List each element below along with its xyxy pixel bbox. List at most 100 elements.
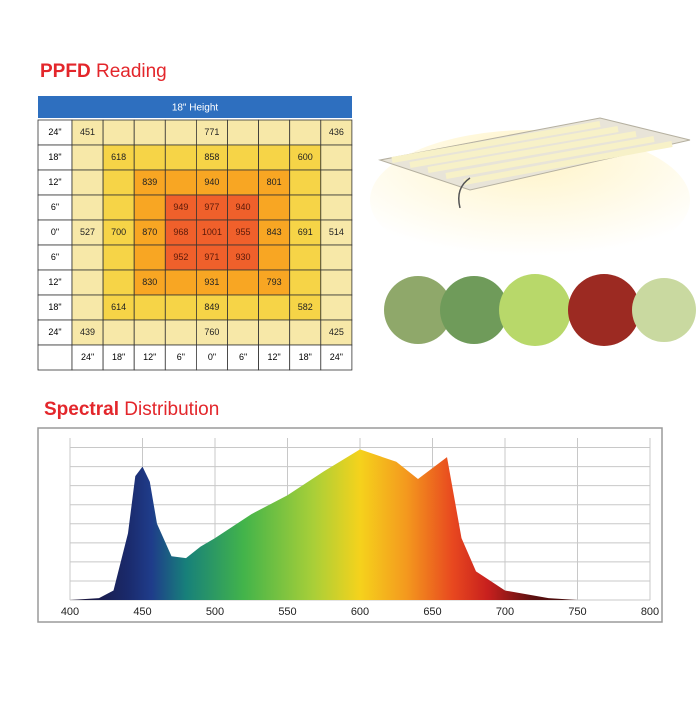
col-label: 24" — [81, 352, 94, 362]
col-label: 6" — [239, 352, 247, 362]
ppfd-cell — [195, 169, 228, 196]
ppfd-value: 968 — [173, 227, 188, 237]
ppfd-value: 436 — [329, 127, 344, 137]
ppfd-cell — [258, 194, 291, 221]
ppfd-value: 700 — [111, 227, 126, 237]
row-label: 24" — [48, 327, 61, 337]
ppfd-value: 801 — [267, 177, 282, 187]
ppfd-cell — [71, 244, 104, 271]
row-label: 6" — [51, 202, 59, 212]
ppfd-value: 618 — [111, 152, 126, 162]
ppfd-value: 691 — [298, 227, 313, 237]
col-label: 0" — [208, 352, 216, 362]
row-label: 12" — [48, 277, 61, 287]
ppfd-cell — [102, 169, 135, 196]
ppfd-cell — [320, 219, 353, 246]
ppfd-title: PPFD Reading — [40, 61, 167, 82]
ppfd-cell — [258, 219, 291, 246]
ppfd-cell — [258, 244, 291, 271]
ppfd-cell — [258, 119, 291, 146]
ppfd-value: 949 — [173, 202, 188, 212]
table-header: 18" Height — [172, 103, 219, 114]
ppfd-cell — [164, 269, 197, 296]
ppfd-cell — [289, 244, 322, 271]
ppfd-value: 793 — [267, 277, 282, 287]
col-label-cell — [320, 344, 353, 371]
col-label: 18" — [112, 352, 125, 362]
ppfd-value: 843 — [267, 227, 282, 237]
plant-photos — [384, 274, 696, 346]
ppfd-cell — [102, 144, 135, 171]
col-label: 18" — [299, 352, 312, 362]
row-label: 6" — [51, 252, 59, 262]
ppfd-value: 451 — [80, 127, 95, 137]
row-label-cell — [37, 244, 73, 271]
ppfd-cell — [289, 169, 322, 196]
spectral-title: Spectral Distribution — [44, 399, 219, 420]
row-label-cell — [37, 194, 73, 221]
ppfd-cell — [289, 269, 322, 296]
ppfd-value: 971 — [204, 252, 219, 262]
col-label: 12" — [268, 352, 281, 362]
ppfd-cell — [227, 269, 260, 296]
x-tick-label: 400 — [61, 606, 79, 618]
ppfd-value: 940 — [204, 177, 219, 187]
col-label-cell — [164, 344, 197, 371]
photo-greenhouse — [440, 276, 508, 344]
ppfd-value: 439 — [80, 327, 95, 337]
photo-succulents — [384, 276, 452, 344]
ppfd-value: 760 — [204, 327, 219, 337]
ppfd-cell — [320, 319, 353, 346]
col-label-cell — [289, 344, 322, 371]
ppfd-cell — [164, 244, 197, 271]
row-label-cell — [37, 269, 73, 296]
ppfd-table: 18" Height 24" 451 771 436 18" 618 858 600 12" 83… — [37, 96, 353, 371]
ppfd-value: 830 — [142, 277, 157, 287]
ppfd-value: 600 — [298, 152, 313, 162]
ppfd-cell — [164, 319, 197, 346]
ppfd-cell — [164, 119, 197, 146]
ppfd-cell — [289, 294, 322, 321]
ppfd-cell — [195, 319, 228, 346]
ppfd-cell — [71, 144, 104, 171]
ppfd-cell — [289, 219, 322, 246]
ppfd-value: 1001 — [202, 227, 222, 237]
ppfd-value: 849 — [204, 302, 219, 312]
ppfd-cell — [133, 244, 166, 271]
x-tick-label: 750 — [568, 606, 586, 618]
ppfd-cell — [195, 294, 228, 321]
spectrum-chart: 400 450 500 550 600 650 700 750 800 — [61, 438, 659, 618]
ppfd-value: 940 — [236, 202, 251, 212]
col-label: 6" — [177, 352, 185, 362]
ppfd-cell — [133, 269, 166, 296]
ppfd-cell — [133, 119, 166, 146]
ppfd-cell — [133, 194, 166, 221]
row-label: 18" — [48, 152, 61, 162]
ppfd-cell — [102, 119, 135, 146]
row-label-cell — [37, 169, 73, 196]
spectral-title-rest: Distribution — [124, 399, 219, 420]
ppfd-value: 931 — [204, 277, 219, 287]
ppfd-cell — [320, 144, 353, 171]
ppfd-cell — [133, 294, 166, 321]
ppfd-cell — [258, 144, 291, 171]
ppfd-cell — [195, 144, 228, 171]
ppfd-cell — [102, 319, 135, 346]
spectral-title-bold: Spectral — [44, 399, 119, 420]
ppfd-value: 514 — [329, 227, 344, 237]
ppfd-cell — [227, 319, 260, 346]
ppfd-cell — [289, 144, 322, 171]
ppfd-cell — [227, 169, 260, 196]
ppfd-value: 952 — [173, 252, 188, 262]
x-tick-label: 450 — [133, 606, 151, 618]
ppfd-cell — [195, 194, 228, 221]
col-label-cell — [37, 344, 73, 371]
ppfd-cell — [71, 269, 104, 296]
ppfd-cell — [258, 319, 291, 346]
x-tick-label: 800 — [641, 606, 659, 618]
ppfd-cell — [289, 119, 322, 146]
ppfd-cell — [320, 169, 353, 196]
spectrum-area — [70, 449, 650, 600]
